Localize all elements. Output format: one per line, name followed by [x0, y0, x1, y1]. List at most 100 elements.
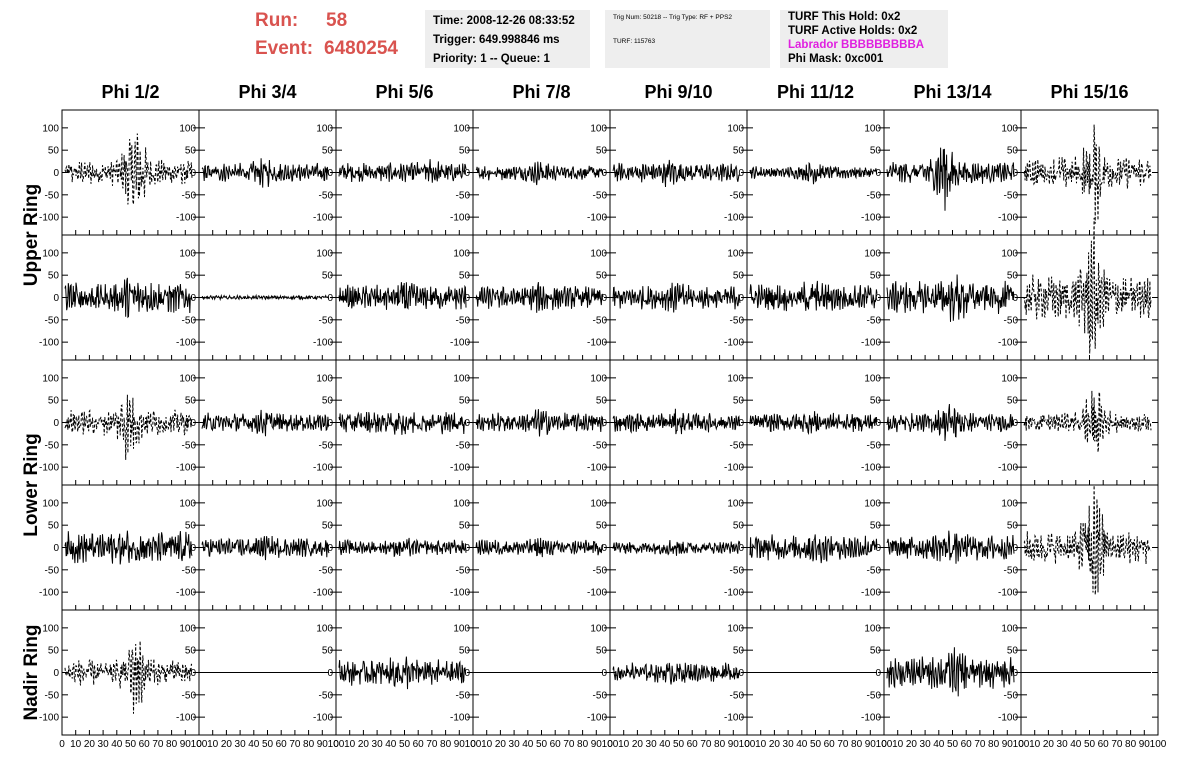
y-tick-label: 0: [738, 668, 744, 679]
x-tick-label: 80: [577, 739, 589, 750]
y-tick-label: 100: [727, 248, 744, 259]
y-tick-label: 0: [53, 293, 59, 304]
y-tick-label: 0: [464, 543, 470, 554]
y-tick-label: -100: [998, 588, 1018, 599]
y-tick-label: 0: [190, 168, 196, 179]
x-tick-label: 50: [125, 739, 137, 750]
y-tick-label: 50: [596, 271, 608, 282]
x-tick-label: 70: [289, 739, 301, 750]
x-tick-label: 70: [837, 739, 849, 750]
y-tick-label: 100: [453, 623, 470, 634]
x-tick-label: 90: [1002, 739, 1014, 750]
y-tick-label: -50: [593, 440, 608, 451]
y-tick-label: 100: [1001, 248, 1018, 259]
y-tick-label: -100: [176, 213, 196, 224]
y-tick-label: -100: [861, 463, 881, 474]
y-tick-label: 50: [733, 146, 745, 157]
x-tick-label: 70: [426, 739, 438, 750]
waveform: [612, 159, 740, 188]
y-tick-label: -100: [587, 213, 607, 224]
y-tick-label: 100: [590, 123, 607, 134]
y-tick-label: -50: [182, 565, 197, 576]
x-tick-label: 100: [602, 739, 619, 750]
y-tick-label: -100: [313, 713, 333, 724]
y-tick-label: 0: [601, 168, 607, 179]
y-tick-label: 50: [1007, 146, 1019, 157]
y-tick-label: 100: [864, 123, 881, 134]
y-tick-label: -100: [176, 338, 196, 349]
y-tick-label: -100: [313, 463, 333, 474]
waveform: [64, 394, 193, 460]
y-tick-label: -100: [724, 713, 744, 724]
info-line: TURF: 115763: [613, 38, 656, 45]
y-tick-label: 50: [48, 521, 60, 532]
y-tick-label: 100: [590, 248, 607, 259]
x-tick-label: 10: [1029, 739, 1041, 750]
y-tick-label: 0: [190, 668, 196, 679]
waveform: [338, 537, 467, 557]
y-tick-label: 100: [864, 623, 881, 634]
y-tick-label: 50: [48, 146, 60, 157]
y-tick-label: 50: [322, 271, 334, 282]
x-tick-label: 0: [470, 739, 476, 750]
y-tick-label: 100: [316, 623, 333, 634]
y-tick-label: 50: [733, 521, 745, 532]
waveform: [64, 640, 193, 714]
y-tick-label: 100: [590, 373, 607, 384]
time-box: Time: 2008-12-26 08:33:52 Trigger: 649.9…: [425, 10, 590, 68]
y-tick-label: 100: [179, 373, 196, 384]
info-line: Phi Mask: 0xc001: [788, 53, 884, 65]
waveform: [201, 409, 330, 437]
y-tick-label: 0: [601, 543, 607, 554]
row-title: Nadir Ring: [21, 624, 42, 720]
x-tick-label: 60: [276, 739, 288, 750]
waveform: [749, 280, 878, 312]
y-tick-label: 100: [864, 373, 881, 384]
x-tick-label: 50: [399, 739, 411, 750]
y-tick-label: 100: [316, 248, 333, 259]
y-tick-label: -50: [182, 315, 197, 326]
y-tick-label: 0: [1012, 543, 1018, 554]
y-tick-label: -100: [998, 463, 1018, 474]
waveform: [612, 408, 741, 435]
y-tick-label: 50: [322, 521, 334, 532]
x-tick-label: 50: [1084, 739, 1096, 750]
y-tick-label: 100: [727, 373, 744, 384]
y-tick-label: 0: [875, 668, 881, 679]
waveform: [886, 530, 1015, 564]
run-label: Run:: [255, 10, 299, 31]
y-tick-label: -50: [456, 190, 471, 201]
panel-frame: [1020, 484, 1159, 611]
info-line: TURF Active Holds: 0x2: [788, 25, 918, 37]
y-tick-label: -50: [45, 690, 60, 701]
column-title: Phi 1/2: [101, 82, 159, 102]
y-tick-label: -100: [587, 463, 607, 474]
y-tick-label: 100: [1001, 123, 1018, 134]
y-tick-label: 50: [596, 146, 608, 157]
y-tick-label: -50: [730, 690, 745, 701]
y-tick-label: 50: [596, 396, 608, 407]
x-tick-label: 10: [755, 739, 767, 750]
x-tick-label: 100: [876, 739, 893, 750]
x-tick-label: 70: [152, 739, 164, 750]
y-tick-label: -100: [450, 213, 470, 224]
x-tick-label: 10: [481, 739, 493, 750]
y-tick-label: 50: [1007, 396, 1019, 407]
x-tick-label: 40: [659, 739, 671, 750]
y-tick-label: 50: [185, 271, 197, 282]
y-tick-label: -100: [313, 213, 333, 224]
column-title: Phi 13/14: [913, 82, 991, 102]
y-tick-label: -100: [39, 588, 59, 599]
y-tick-label: 100: [42, 248, 59, 259]
x-tick-label: 0: [607, 739, 613, 750]
y-tick-label: -100: [998, 713, 1018, 724]
y-tick-label: -100: [450, 463, 470, 474]
waveform: [475, 537, 604, 558]
y-tick-label: -100: [724, 338, 744, 349]
y-tick-label: 0: [464, 168, 470, 179]
waveform: [1023, 124, 1152, 224]
y-tick-label: -50: [45, 190, 60, 201]
y-tick-label: -100: [176, 588, 196, 599]
y-tick-label: -100: [39, 338, 59, 349]
